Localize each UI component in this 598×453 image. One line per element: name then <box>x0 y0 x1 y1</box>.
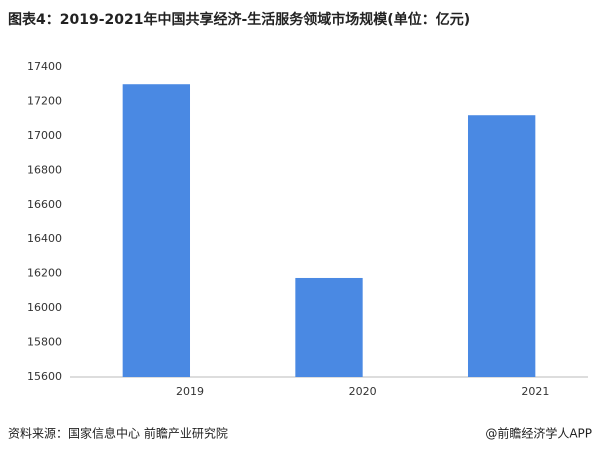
y-tick-label: 17000 <box>27 129 62 142</box>
bar <box>295 277 363 377</box>
bar <box>467 115 536 377</box>
chart-title: 图表4：2019-2021年中国共享经济-生活服务领域市场规模(单位：亿元) <box>8 11 470 28</box>
y-tick-label: 16400 <box>27 232 62 245</box>
y-tick-label: 16800 <box>27 163 62 176</box>
x-tick-label: 2021 <box>521 385 549 398</box>
y-tick-label: 17400 <box>27 60 62 73</box>
source: 资料来源：国家信息中心 前瞻产业研究院 <box>8 426 228 441</box>
y-tick-label: 15800 <box>27 336 62 349</box>
x-tick-label: 2020 <box>349 385 377 398</box>
y-tick-label: 16200 <box>27 267 62 280</box>
x-tick-label: 2019 <box>176 385 204 398</box>
y-tick-label: 16600 <box>27 198 62 211</box>
y-tick-label: 17200 <box>27 94 62 107</box>
y-tick-label: 15600 <box>27 370 62 383</box>
y-tick-label: 16000 <box>27 301 62 314</box>
credit: @前瞻经济学人APP <box>485 426 592 441</box>
bar <box>122 84 191 377</box>
